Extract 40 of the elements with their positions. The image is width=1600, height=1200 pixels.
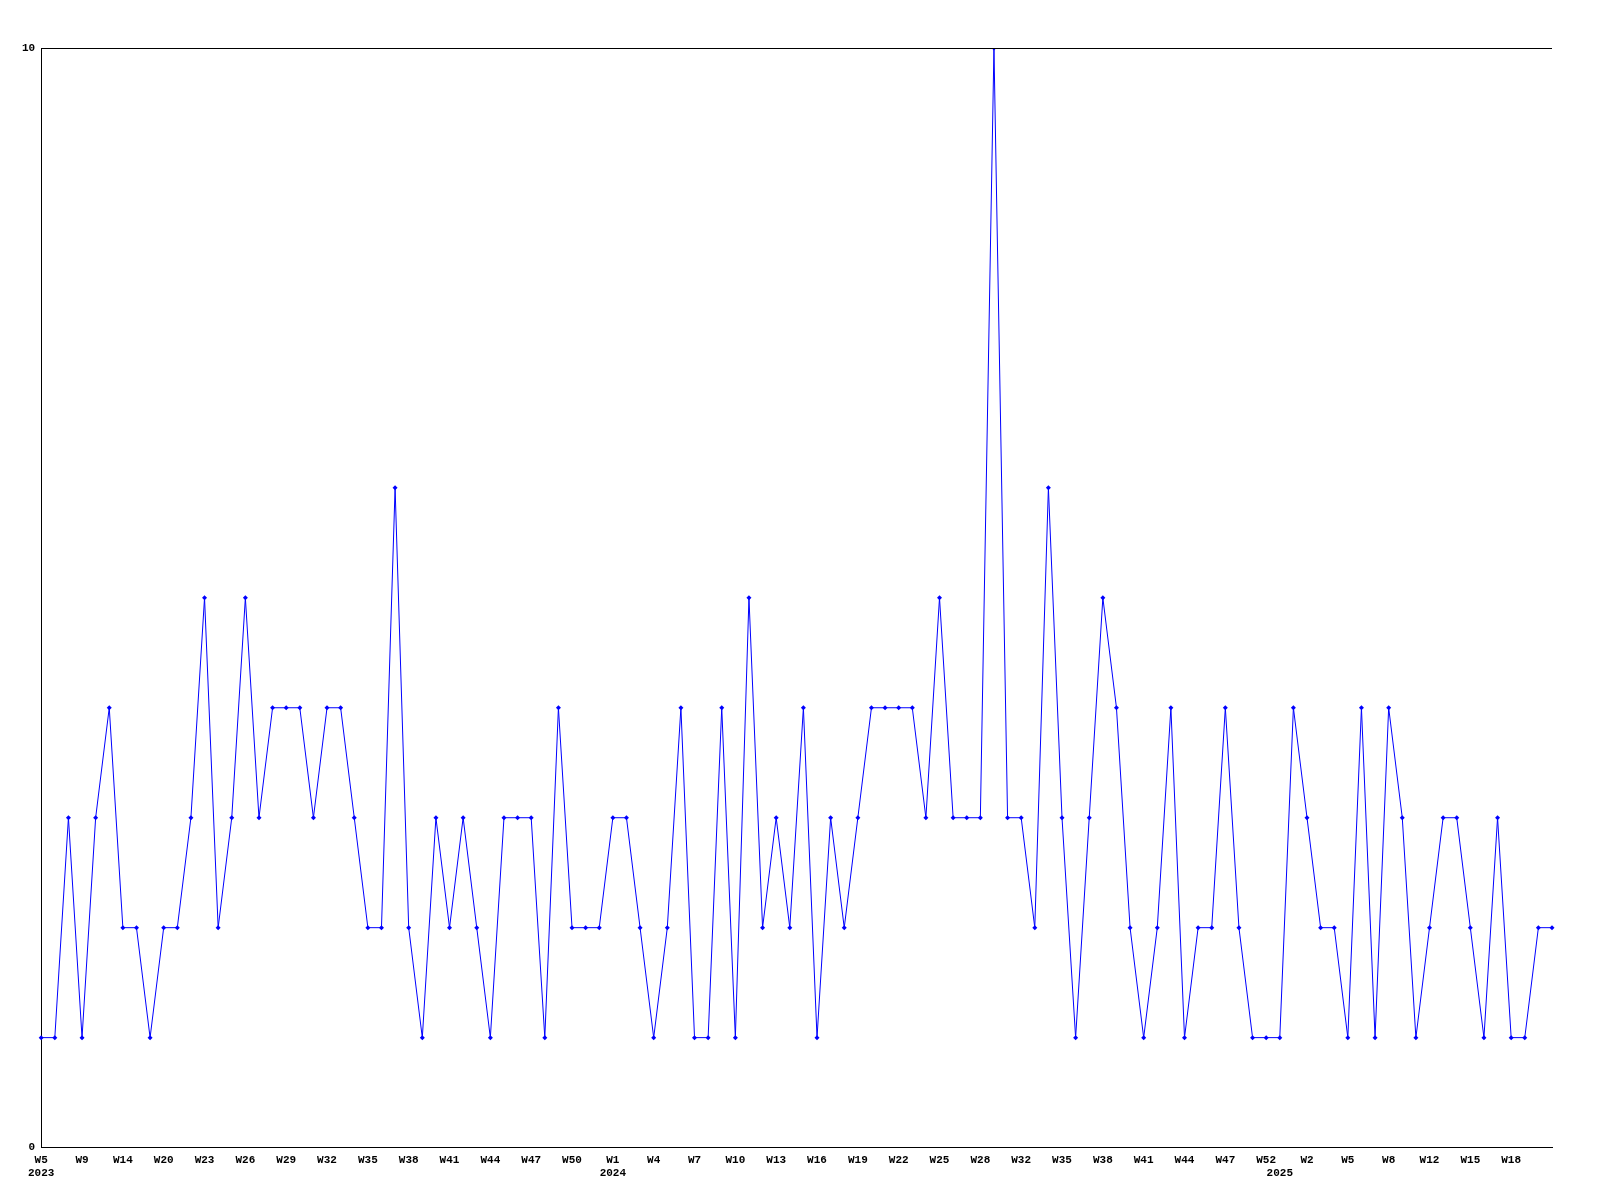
x-tick-label: W35 xyxy=(1052,1153,1073,1166)
x-tick-label: W32 xyxy=(1011,1153,1032,1166)
x-tick-label: W2 xyxy=(1300,1153,1314,1166)
x-tick-label: W23 xyxy=(194,1153,215,1166)
x-tick-label: W15 xyxy=(1460,1153,1481,1166)
x-tick-label: W7 xyxy=(687,1153,702,1166)
x-tick-label: W13 xyxy=(766,1153,787,1166)
x-tick-label: W20 xyxy=(153,1153,174,1166)
x-tick-label: W12 xyxy=(1419,1153,1440,1166)
x-tick-label: W38 xyxy=(1092,1153,1114,1166)
x-tick-label: W1 2024 xyxy=(599,1153,627,1180)
x-tick-label: W8 xyxy=(1382,1153,1396,1166)
x-tick-label: W44 xyxy=(1174,1153,1195,1166)
x-tick-label: W9 xyxy=(75,1153,89,1166)
x-tick-label: W52 xyxy=(1256,1153,1277,1166)
x-tick-label: W50 xyxy=(562,1153,582,1166)
x-tick-label: W32 xyxy=(317,1153,337,1166)
x-tick-label: W10 xyxy=(725,1153,746,1166)
x-tick-label: W5 xyxy=(1341,1153,1355,1166)
y-tick-label: 10 xyxy=(22,41,36,54)
x-tick-label: W26 xyxy=(235,1153,256,1166)
x-tick-label: W35 xyxy=(357,1153,379,1166)
x-tick-label: W25 xyxy=(929,1153,950,1166)
x-tick-label: W22 xyxy=(888,1153,909,1166)
x-tick-label: W18 xyxy=(1501,1153,1522,1166)
x-tick-label: W5 2023 xyxy=(28,1153,55,1180)
x-tick-label: W28 xyxy=(970,1153,991,1166)
x-tick-label: W29 xyxy=(276,1153,297,1166)
y-tick-label: 0 xyxy=(28,1141,36,1154)
x-tick-label: W4 xyxy=(647,1153,661,1166)
x-tick-label: W47 xyxy=(1215,1153,1236,1166)
x-tick-label: W14 xyxy=(112,1153,134,1166)
x-tick-label: W47 xyxy=(521,1153,542,1166)
x-tick-label: W38 xyxy=(398,1153,419,1166)
x-tick-label: 2025 xyxy=(1266,1167,1294,1180)
x-tick-label: W41 xyxy=(1133,1153,1154,1166)
x-tick-label: W19 xyxy=(847,1153,868,1166)
x-tick-label: W41 xyxy=(439,1153,460,1166)
x-tick-label: W16 xyxy=(807,1153,827,1166)
x-tick-label: W44 xyxy=(480,1153,501,1166)
